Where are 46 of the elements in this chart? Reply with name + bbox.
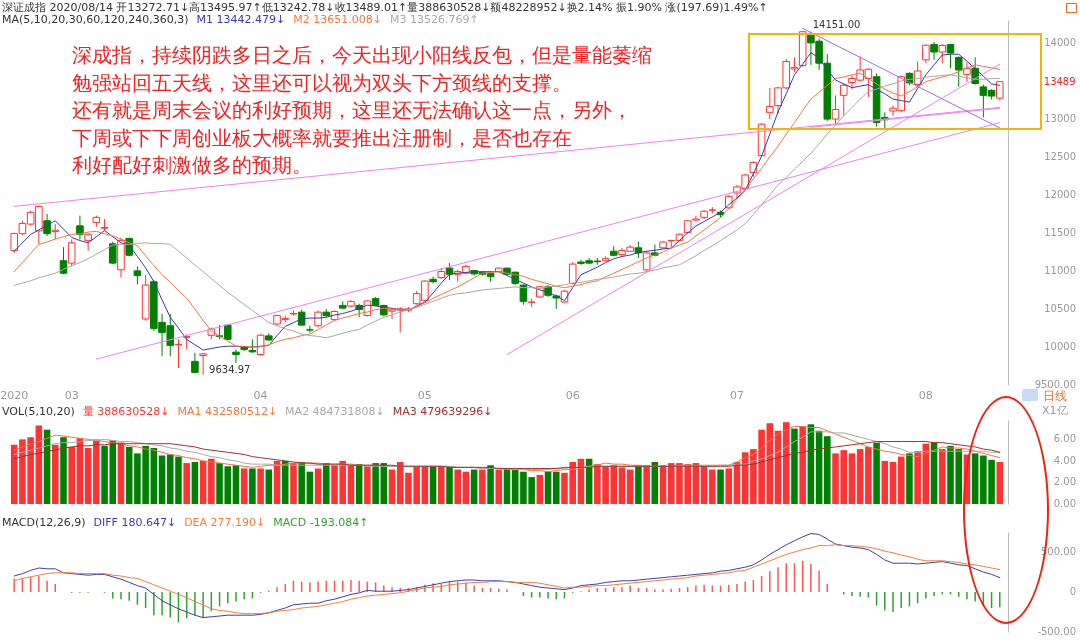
annotation: 深成指，持续阴跌多日之后，今天出现小阳线反包，但是量能萎缩 <box>72 42 652 69</box>
annotation: 9634.97 <box>209 363 251 375</box>
y-tick-label: -500.00 <box>1037 626 1076 637</box>
text: MACD -193.084↑ <box>273 516 369 529</box>
text: M2 13651.008↓ <box>293 13 382 26</box>
y-tick-label: 9500.00 <box>1034 379 1076 390</box>
annotation: 还有就是周末会议的利好预期，这里还无法确认这一点，另外， <box>72 97 633 124</box>
text: 13489 <box>1043 75 1076 87</box>
y-tick-label: 11500 <box>1044 226 1076 238</box>
annotation: 勉强站回五天线，这里还可以视为双头下方颈线的支撑。 <box>72 69 573 97</box>
annotation: 14151.00 <box>812 19 861 31</box>
legend-title: MACD(12,26,9) <box>2 516 86 529</box>
y-tick-label: 10500 <box>1044 302 1076 314</box>
x-tick-label: 07 <box>729 388 744 402</box>
text: 日线 <box>1043 388 1067 405</box>
y-tick-label: 4.00 <box>1053 454 1076 466</box>
y-tick-label: 14000 <box>1044 36 1076 48</box>
x-tick-label: 04 <box>253 388 268 402</box>
y-tick-label: 0 <box>1069 586 1076 597</box>
y-tick-label: 6.00 <box>1053 433 1076 445</box>
text: M1 13442.479↓ <box>196 13 286 26</box>
text: MA2 484731808↓ <box>285 405 385 418</box>
y-tick-label: 0.00 <box>1053 498 1076 509</box>
annotation: 利好配好刺激做多的预期。 <box>72 152 313 179</box>
legend-title: VOL(5,10,20) <box>2 405 75 418</box>
x-tick-label: 06 <box>565 388 580 402</box>
y-tick-label: 10000 <box>1044 340 1076 352</box>
legend-title: MA(5,10,20,30,60,120,240,360,3) <box>2 13 189 26</box>
y-axis-title: X1亿 <box>1042 403 1068 418</box>
x-tick-label: 05 <box>417 388 432 402</box>
y-tick-label: 11000 <box>1044 264 1076 276</box>
chart-title: 深证成指 2020/08/14 开13272.71↓高13495.97↑低13242.78↓收13489.01↑量388630528↓额48228952↓换2.14% 振1.90% 涨(197.69)1.49%↑ <box>2 0 768 15</box>
text: MA1 432580512↓ <box>177 405 278 418</box>
x-tick-label: 03 <box>64 388 79 402</box>
text: DEA 277.190↓ <box>184 516 266 529</box>
annotation: 下周或下下周创业板大概率就要推出注册制，是否也存在 <box>72 124 573 152</box>
text: MA3 479639296↓ <box>392 405 493 418</box>
text: DIFF 180.647↓ <box>93 516 177 529</box>
y-tick-label: 13000 <box>1044 112 1076 124</box>
series-label: 量 388630528↓ <box>82 405 170 418</box>
y-tick-label: 12000 <box>1044 188 1076 200</box>
x-tick-label: 08 <box>918 388 933 402</box>
text: M3 13526.769↑ <box>389 13 479 26</box>
x-tick-label: 2020 <box>0 388 29 402</box>
y-tick-label: 12500 <box>1044 150 1076 162</box>
y-tick-label: 2.00 <box>1053 476 1076 488</box>
